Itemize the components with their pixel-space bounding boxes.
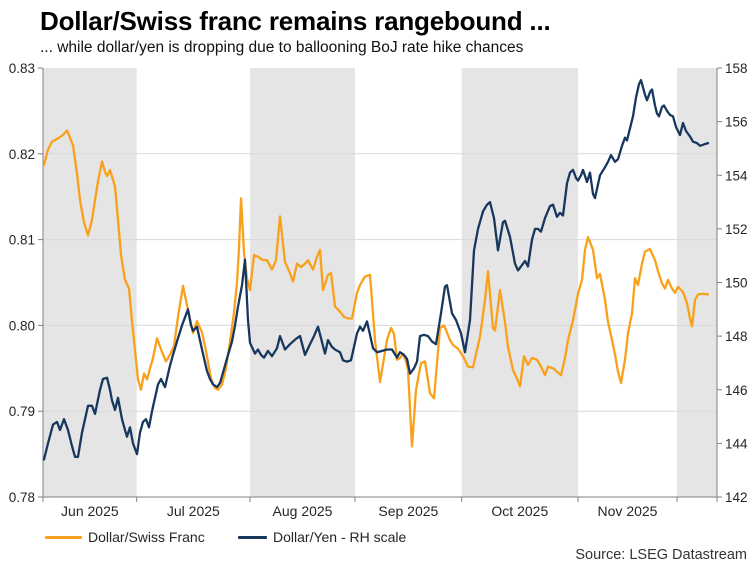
usdchf-legend-swatch xyxy=(45,536,82,539)
right-axis-tick-label: 152 xyxy=(725,222,748,237)
x-month-label: Jul 2025 xyxy=(167,503,220,519)
x-month-label: Oct 2025 xyxy=(491,503,548,519)
left-axis-tick-label: 0.80 xyxy=(9,318,35,333)
usdchf-legend-label: Dollar/Swiss Franc xyxy=(88,529,205,545)
month-band xyxy=(250,68,355,497)
left-axis-tick-label: 0.81 xyxy=(9,233,35,248)
x-month-label: Nov 2025 xyxy=(598,503,658,519)
right-axis-tick-label: 146 xyxy=(725,383,748,398)
right-axis-tick-label: 158 xyxy=(725,61,748,76)
month-band xyxy=(43,68,137,497)
left-axis-tick-label: 0.79 xyxy=(9,404,35,419)
right-axis-tick-label: 142 xyxy=(725,490,748,505)
usdjpy-line xyxy=(42,78,710,461)
source-attribution: Source: LSEG Datastream xyxy=(575,547,747,563)
usdchf-line xyxy=(42,129,710,448)
left-axis-tick-label: 0.82 xyxy=(9,147,35,162)
chart-subtitle: ... while dollar/yen is dropping due to … xyxy=(40,39,524,56)
usdjpy-legend-label: Dollar/Yen - RH scale xyxy=(273,529,407,545)
x-month-label: Jun 2025 xyxy=(61,503,119,519)
left-axis-tick-label: 0.83 xyxy=(9,61,35,76)
right-axis-tick-label: 154 xyxy=(725,168,748,183)
right-axis-tick-label: 148 xyxy=(725,329,748,344)
month-band xyxy=(677,68,717,497)
left-axis-tick-label: 0.78 xyxy=(9,490,35,505)
right-axis-tick-label: 144 xyxy=(725,436,748,451)
right-axis-tick-label: 150 xyxy=(725,276,748,291)
usdjpy-legend-swatch xyxy=(238,536,267,539)
x-month-label: Sep 2025 xyxy=(378,503,438,519)
chart-title: Dollar/Swiss franc remains rangebound ..… xyxy=(40,6,551,36)
x-month-label: Aug 2025 xyxy=(273,503,333,519)
month-band xyxy=(461,68,578,497)
right-axis-tick-label: 156 xyxy=(725,115,748,130)
